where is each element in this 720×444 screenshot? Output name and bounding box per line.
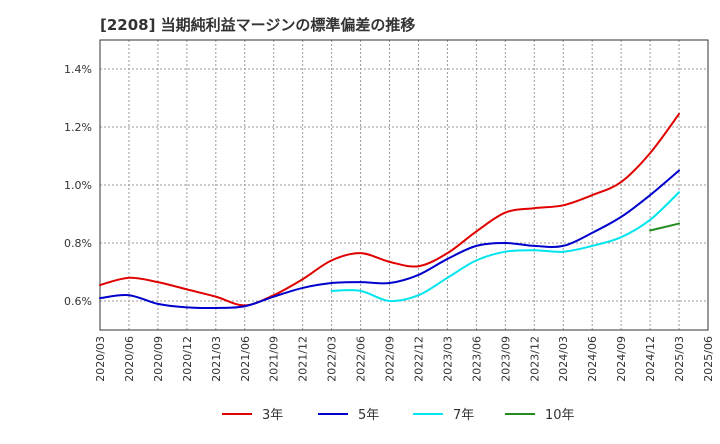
- x-axis-ticks: 2020/03 2020/06 2020/09 2020/12 2021/03 2021/…: [94, 336, 715, 382]
- x-tick-label: 2020/09: [152, 336, 165, 382]
- x-tick-label: 2021/12: [297, 336, 310, 382]
- x-tick-label: 2021/09: [268, 336, 281, 382]
- y-tick-label: 1.0%: [64, 179, 92, 192]
- x-tick-label: 2022/03: [326, 336, 339, 382]
- x-tick-label: 2024/06: [586, 336, 599, 382]
- x-tick-label: 2025/03: [673, 336, 686, 382]
- x-tick-label: 2024/03: [557, 336, 570, 382]
- y-tick-label: 1.2%: [64, 121, 92, 134]
- x-tick-label: 2024/09: [615, 336, 628, 382]
- series-line-3: [330, 191, 681, 303]
- x-tick-label: 2023/09: [499, 336, 512, 382]
- series-line-2: [99, 169, 681, 310]
- x-tick-label: 2021/03: [210, 336, 223, 382]
- x-tick-label: 2023/03: [441, 336, 454, 382]
- x-tick-label: 2021/06: [239, 336, 252, 382]
- chart-title: [2208] 当期純利益マージンの標準偏差の推移: [100, 16, 416, 34]
- x-tick-label: 2020/03: [94, 336, 107, 382]
- plot-frame: [99, 39, 709, 331]
- y-tick-label: 1.4%: [64, 63, 92, 76]
- series-layer: [99, 112, 681, 310]
- legend-label: 10年: [545, 408, 575, 423]
- legend-label: 7年: [453, 408, 474, 423]
- x-tick-label: 2025/06: [702, 336, 715, 382]
- y-tick-label: 0.8%: [64, 237, 92, 250]
- legend-label: 5年: [358, 408, 379, 423]
- x-tick-label: 2022/09: [384, 336, 397, 382]
- x-tick-label: 2023/12: [528, 336, 541, 382]
- series-line-1: [99, 112, 681, 307]
- x-tick-label: 2020/12: [181, 336, 194, 382]
- legend: 3年 5年 7年 10年: [222, 408, 575, 423]
- x-tick-label: 2024/12: [644, 336, 657, 382]
- series-line-4: [649, 222, 681, 232]
- y-tick-label: 0.6%: [64, 295, 92, 308]
- legend-label: 3年: [262, 408, 283, 423]
- x-tick-label: 2022/06: [355, 336, 368, 382]
- y-axis-ticks: 0.6% 0.8% 1.0% 1.2% 1.4%: [64, 63, 92, 308]
- x-tick-label: 2022/12: [412, 336, 425, 382]
- x-tick-label: 2020/06: [123, 336, 136, 382]
- x-tick-label: 2023/06: [470, 336, 483, 382]
